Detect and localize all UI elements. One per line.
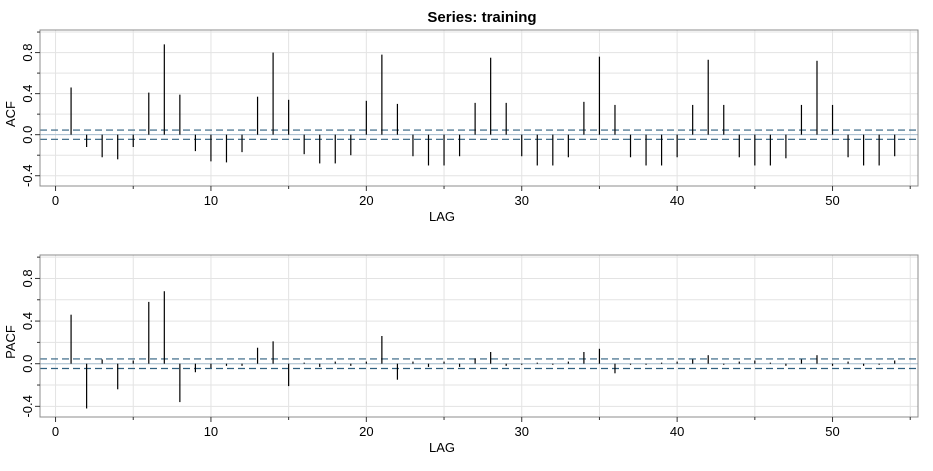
y-tick-label: 0.0 <box>20 126 35 144</box>
plot-frame <box>39 29 919 187</box>
plot-background <box>40 30 918 186</box>
x-tick-label: 50 <box>825 193 839 208</box>
x-tick-label: 10 <box>204 193 218 208</box>
x-axis-label: LAG <box>429 440 455 455</box>
plot-frame <box>39 254 919 418</box>
y-tick-label: -0.4 <box>20 395 35 417</box>
x-tick-label: 0 <box>52 193 59 208</box>
y-tick-label: 0.0 <box>20 355 35 373</box>
y-axis-label: ACF <box>3 101 18 127</box>
y-tick-label: -0.4 <box>20 165 35 187</box>
x-tick-label: 50 <box>825 424 839 439</box>
x-tick-label: 20 <box>359 193 373 208</box>
y-tick-label: 0.8 <box>20 44 35 62</box>
x-tick-label: 0 <box>52 424 59 439</box>
chart-title: Series: training <box>427 9 536 26</box>
y-tick-label: 0.4 <box>20 312 35 330</box>
x-tick-label: 20 <box>359 424 373 439</box>
x-tick-label: 30 <box>515 424 529 439</box>
plot-background <box>40 255 918 417</box>
pacf-panel: -0.4 0.0 0.4 0.8 0 10 20 30 40 50 LAG PACF <box>3 254 919 455</box>
x-axis-label: LAG <box>429 209 455 224</box>
x-tick-label: 10 <box>204 424 218 439</box>
y-tick-label: 0.8 <box>20 269 35 287</box>
x-tick-label: 40 <box>670 424 684 439</box>
acf-panel: -0.4 0.0 0.4 0.8 0 10 20 30 40 50 LAG ACF <box>3 29 919 224</box>
y-tick-label: 0.4 <box>20 85 35 103</box>
x-tick-label: 30 <box>515 193 529 208</box>
y-axis-label: PACF <box>3 325 18 359</box>
x-tick-label: 40 <box>670 193 684 208</box>
